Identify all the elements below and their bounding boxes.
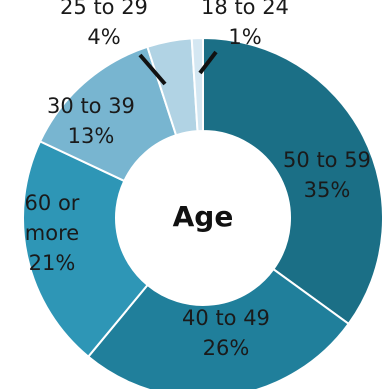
- leader-line-18-to-24: [198, 50, 218, 75]
- slice-50-to-59: [202, 36, 382, 326]
- slice-60-or-more: [22, 140, 149, 359]
- chart-center-label: Age: [173, 200, 234, 233]
- label-25-to-29: 25 to 29 4%: [60, 0, 148, 49]
- slice-40-to-49: [86, 267, 351, 389]
- leader-line-25-to-29: [138, 53, 167, 86]
- label-30-to-39: 30 to 39 13%: [47, 94, 135, 148]
- label-18-to-24: 18 to 24 1%: [201, 0, 289, 49]
- slice-18-to-24: [190, 36, 204, 133]
- label-40-to-49: 40 to 49 26%: [182, 306, 270, 360]
- label-50-to-59: 50 to 59 35%: [283, 148, 371, 202]
- label-60-or-more: 60 or more 21%: [25, 191, 80, 275]
